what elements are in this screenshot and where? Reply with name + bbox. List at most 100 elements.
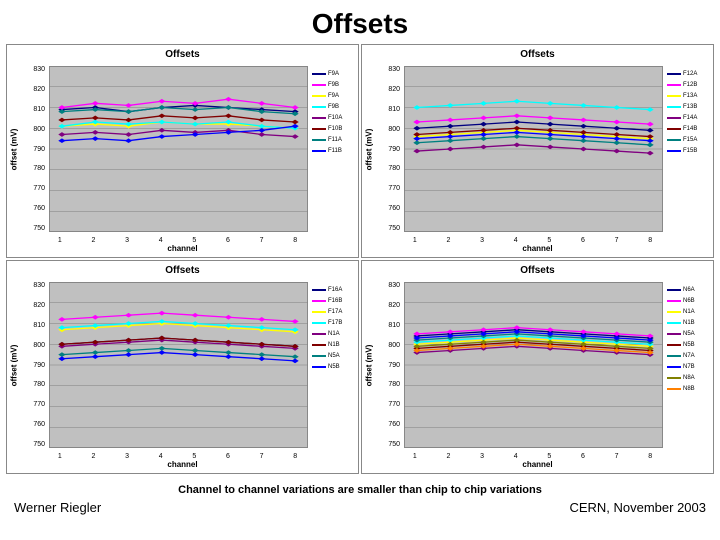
legend-swatch	[667, 95, 681, 97]
x-axis-label: channel	[362, 460, 713, 471]
legend-swatch	[312, 128, 326, 130]
charts-grid: Offsetsoffset (mV)8308208108007907807707…	[0, 44, 720, 474]
legend-label: F16B	[328, 298, 342, 304]
legend-swatch	[667, 117, 681, 119]
footer: Werner Riegler CERN, November 2003	[0, 498, 720, 517]
legend: N6A N6B N1A N1B N5A N5B N7A N7B N8A N8B	[665, 278, 713, 452]
legend-label: F11A	[328, 137, 342, 143]
footer-right: CERN, November 2003	[569, 500, 706, 515]
legend-item: F11A	[312, 134, 356, 145]
legend-item: F11B	[312, 145, 356, 156]
legend-item: F9B	[312, 79, 356, 90]
legend-item: N7B	[667, 361, 711, 372]
x-axis-ticks: 12345678	[7, 236, 312, 244]
legend-item: F14A	[667, 112, 711, 123]
legend-swatch	[312, 95, 326, 97]
legend-swatch	[312, 300, 326, 302]
legend-swatch	[667, 388, 681, 390]
legend-label: F10B	[328, 126, 342, 132]
x-axis-ticks: 12345678	[7, 452, 312, 460]
chart-panel: Offsets offset (mV)8308208108007907807707…	[361, 44, 714, 258]
legend-item: F9A	[312, 68, 356, 79]
legend-swatch	[667, 355, 681, 357]
legend-swatch	[312, 106, 326, 108]
y-axis-label: offset (mV)	[365, 128, 374, 170]
legend-item: N8A	[667, 372, 711, 383]
footer-left: Werner Riegler	[14, 500, 101, 515]
legend-label: F14B	[683, 126, 697, 132]
legend-label: N1B	[683, 320, 695, 326]
legend-swatch	[312, 150, 326, 152]
legend-swatch	[312, 355, 326, 357]
y-axis-label: offset (mV)	[10, 344, 19, 386]
legend-swatch	[312, 366, 326, 368]
legend-item: N6B	[667, 295, 711, 306]
legend-label: F13B	[683, 104, 697, 110]
legend-swatch	[667, 377, 681, 379]
legend-swatch	[312, 84, 326, 86]
legend-item: F13A	[667, 90, 711, 101]
legend-item: F9B	[312, 101, 356, 112]
legend-item: N6A	[667, 284, 711, 295]
legend-label: F12B	[683, 82, 697, 88]
legend-swatch	[312, 344, 326, 346]
legend-label: F14A	[683, 115, 697, 121]
legend-swatch	[667, 322, 681, 324]
chart-panel: Offsetsoffset (mV)8308208108007907807707…	[361, 260, 714, 474]
legend-label: N5A	[683, 331, 695, 337]
legend-item: N1A	[312, 328, 356, 339]
legend-item: F16A	[312, 284, 356, 295]
legend-swatch	[667, 289, 681, 291]
legend-item: N7A	[667, 350, 711, 361]
main-title: Offsets	[0, 0, 720, 44]
chart-panel: Offsets offset (mV)8308208108007907807707…	[6, 44, 359, 258]
chart-title: Offsets	[7, 45, 358, 62]
legend-label: F9A	[328, 93, 339, 99]
legend-item: F17B	[312, 317, 356, 328]
legend-label: F13A	[683, 93, 697, 99]
chart-panel: Offsetsoffset (mV)8308208108007907807707…	[6, 260, 359, 474]
legend-item: F13B	[667, 101, 711, 112]
legend-swatch	[667, 73, 681, 75]
legend: F9A F9B F9A F9B F10A F10B F11A F11B	[310, 62, 358, 236]
legend-label: F17B	[328, 320, 342, 326]
legend-swatch	[667, 106, 681, 108]
legend-item: F10A	[312, 112, 356, 123]
caption: Channel to channel variations are smalle…	[0, 474, 720, 498]
legend-label: N5B	[683, 342, 695, 348]
legend-label: N7A	[683, 353, 695, 359]
x-axis-label: channel	[362, 244, 713, 255]
legend-label: F11B	[328, 148, 342, 154]
legend-label: N1B	[328, 342, 340, 348]
legend-label: N5B	[328, 364, 340, 370]
legend-label: F15B	[683, 148, 697, 154]
legend-label: N8B	[683, 386, 695, 392]
legend-item: F17A	[312, 306, 356, 317]
legend-swatch	[312, 117, 326, 119]
legend-label: F9B	[328, 104, 339, 110]
y-axis-ticks: 830820810800790780770760750	[376, 62, 402, 236]
legend-item: N1A	[667, 306, 711, 317]
legend-item: N5B	[312, 361, 356, 372]
y-axis-ticks: 830820810800790780770760750	[21, 62, 47, 236]
legend-swatch	[667, 300, 681, 302]
y-axis-label: offset (mV)	[10, 128, 19, 170]
plot-area	[404, 66, 663, 232]
legend-label: F9B	[328, 82, 339, 88]
legend-label: N6B	[683, 298, 695, 304]
legend-item: N1B	[312, 339, 356, 350]
y-axis-ticks: 830820810800790780770760750	[21, 278, 47, 452]
plot-area	[49, 282, 308, 448]
legend-swatch	[667, 311, 681, 313]
legend-item: F16B	[312, 295, 356, 306]
legend-swatch	[667, 139, 681, 141]
chart-title: Offsets	[362, 45, 713, 62]
legend-label: F16A	[328, 287, 342, 293]
legend: F12AF12BF13AF13BF14AF14BF15AF15B	[665, 62, 713, 236]
legend-label: F12A	[683, 71, 697, 77]
legend-label: N7B	[683, 364, 695, 370]
legend: F16AF16BF17AF17BN1AN1BN5AN5B	[310, 278, 358, 452]
legend-item: F12B	[667, 79, 711, 90]
legend-item: N1B	[667, 317, 711, 328]
legend-item: N5A	[667, 328, 711, 339]
